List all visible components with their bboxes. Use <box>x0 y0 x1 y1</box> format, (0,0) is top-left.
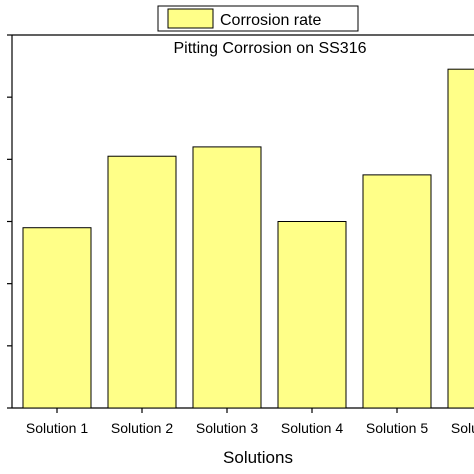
x-tick-label: Solution 6 <box>451 420 474 436</box>
legend-label: Corrosion rate <box>220 12 321 29</box>
x-axis-title: Solutions <box>223 448 293 467</box>
legend-swatch <box>167 8 214 29</box>
legend: Corrosion rate <box>157 5 359 32</box>
x-tick-label: Solution 1 <box>26 420 88 436</box>
bar <box>447 68 474 409</box>
plot-area: Solution 1 Solution 2 Solution 3 Solution 4… <box>7 34 474 436</box>
x-tick-label: Solution 5 <box>366 420 428 436</box>
bar <box>277 221 347 409</box>
bar <box>107 155 177 409</box>
x-tick-label: Solution 2 <box>111 420 173 436</box>
x-axis-ticks <box>56 408 398 413</box>
x-tick-labels: Solution 1 Solution 2 Solution 3 Solution 4… <box>26 420 474 436</box>
x-tick-label: Solution 3 <box>196 420 258 436</box>
y-axis-ticks <box>7 34 12 409</box>
bar <box>362 174 432 409</box>
bar-series <box>22 68 474 409</box>
chart-title: Pitting Corrosion on SS316 <box>174 40 367 57</box>
x-tick-label: Solution 4 <box>281 420 343 436</box>
bar <box>22 227 92 409</box>
bar <box>192 146 262 409</box>
